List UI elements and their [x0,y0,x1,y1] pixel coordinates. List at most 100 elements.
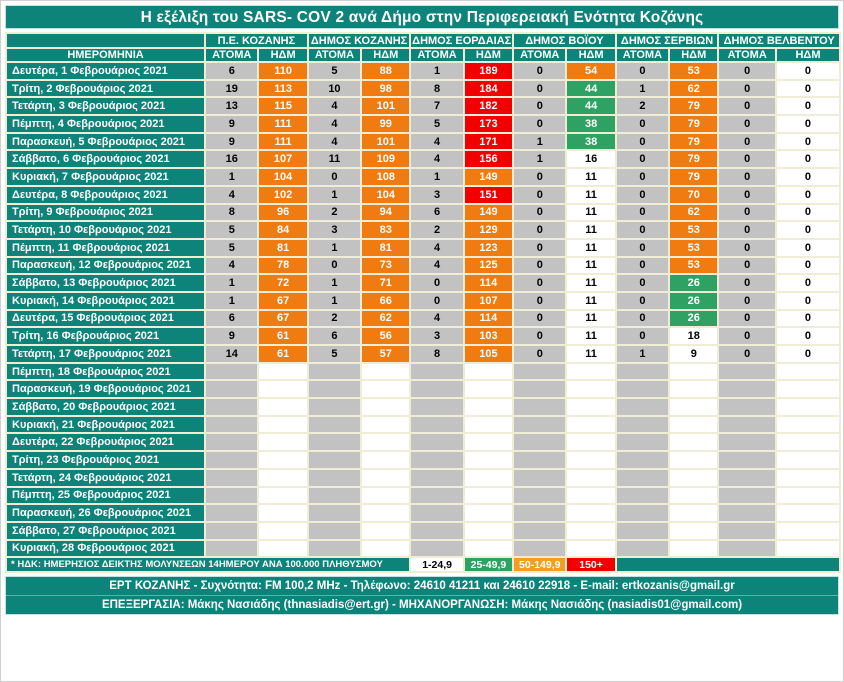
atoma-cell: 0 [512,114,568,134]
hdm-cell: 101 [360,96,412,117]
hdm-cell: 99 [360,114,412,134]
atoma-cell: 0 [717,149,777,170]
hdm-header-2: ΗΔΜ [360,47,412,63]
atoma-cell: 0 [614,202,671,223]
hdm-cell [565,520,617,541]
atoma-cell: 0 [717,273,777,293]
table-row: Τετάρτη, 10 Φεβρουάριος 2021 5 84 3 83 2 129 0 1… [4,220,842,240]
hdm-cell: 156 [462,149,515,170]
footer-credits: ΕΠΕΞΕΡΓΑΣΙΑ: Μάκης Νασιάδης (thnasiadis@… [6,595,838,614]
atoma-cell: 1 [306,290,363,311]
table-row: Τετάρτη, 24 Φεβρουάριος 2021 [4,467,842,488]
atoma-cell [614,538,671,559]
date-cell: Παρασκευή, 26 Φεβρουάριος 2021 [4,503,207,523]
hdm-cell: 73 [360,255,412,276]
atoma-cell: 0 [512,237,568,258]
hdm-cell [774,432,842,453]
hdm-cell [462,361,515,382]
atoma-cell [717,361,777,382]
atoma-header-1: ΑΤΟΜΑ [204,47,260,63]
atoma-header-6: ΑΤΟΜΑ [717,47,777,63]
hdm-cell: 0 [774,96,842,117]
atoma-cell: 6 [204,308,260,329]
atoma-cell [409,520,465,541]
hdm-cell [668,503,720,523]
hdm-cell: 57 [360,344,412,364]
hdm-cell [565,414,617,435]
atoma-cell: 1 [204,290,260,311]
table-row: Παρασκευή, 26 Φεβρουάριος 2021 [4,503,842,523]
atoma-cell: 3 [409,184,465,205]
hdm-cell [462,467,515,488]
hdm-cell: 189 [462,61,515,81]
atoma-cell: 4 [409,308,465,329]
atoma-cell: 1 [614,344,671,364]
hdm-cell [668,467,720,488]
hdm-cell: 0 [774,202,842,223]
table-row: Δευτέρα, 15 Φεβρουάριος 2021 6 67 2 62 4 114 0 1… [4,308,842,329]
atoma-cell [717,450,777,470]
hdm-cell: 103 [462,326,515,346]
atoma-cell [306,414,363,435]
atoma-cell: 9 [204,326,260,346]
hdm-cell [462,485,515,506]
legend-note: * ΗΔΚ: ΗΜΕΡΗΣΙΟΣ ΔΕΙΚΤΗΣ ΜΟΛΥΝΣΕΩΝ 14ΗΜΕ… [4,556,412,574]
hdm-cell: 81 [257,237,309,258]
hdm-cell: 114 [462,308,515,329]
atoma-cell [717,520,777,541]
hdm-cell: 9 [668,344,720,364]
atoma-cell: 1 [306,184,363,205]
hdm-cell: 104 [257,167,309,187]
atoma-cell [204,467,260,488]
hdm-cell [360,397,412,417]
atoma-cell: 0 [512,220,568,240]
atoma-cell: 0 [512,202,568,223]
date-cell: Σάββατο, 13 Φεβρουάριος 2021 [4,273,207,293]
hdm-cell [360,467,412,488]
atoma-cell: 4 [409,255,465,276]
hdm-cell: 66 [360,290,412,311]
atoma-cell [306,432,363,453]
hdm-cell [565,397,617,417]
date-cell: Πέμπτη, 25 Φεβρουάριος 2021 [4,485,207,506]
hdm-cell [462,414,515,435]
hdm-cell [257,450,309,470]
atoma-cell: 1 [409,167,465,187]
date-cell: Κυριακή, 14 Φεβρουάριος 2021 [4,290,207,311]
atoma-cell [614,485,671,506]
date-cell: Πέμπτη, 11 Φεβρουάριος 2021 [4,237,207,258]
atoma-cell: 2 [614,96,671,117]
hdm-cell: 11 [565,255,617,276]
atoma-cell [306,361,363,382]
atoma-cell [306,467,363,488]
date-cell: Κυριακή, 28 Φεβρουάριος 2021 [4,538,207,559]
atoma-cell: 0 [512,344,568,364]
atoma-cell: 4 [204,255,260,276]
atoma-cell [717,379,777,400]
atoma-cell [717,432,777,453]
atoma-cell: 11 [306,149,363,170]
atoma-cell: 6 [409,202,465,223]
hdm-cell: 0 [774,61,842,81]
hdm-cell: 11 [565,290,617,311]
table-header: Π.Ε. ΚΟΖΑΝΗΣ ΔΗΜΟΣ ΚΟΖΑΝΗΣ ΔΗΜΟΣ ΕΟΡΔΑΙΑΣ Δ… [4,32,842,63]
hdm-cell [774,414,842,435]
atoma-cell: 5 [306,61,363,81]
atoma-cell: 0 [614,184,671,205]
atoma-cell: 3 [306,220,363,240]
atoma-cell [204,361,260,382]
hdm-cell: 107 [462,290,515,311]
hdm-cell: 11 [565,326,617,346]
atoma-cell [614,467,671,488]
hdm-cell: 88 [360,61,412,81]
table-row: Τρίτη, 2 Φεβρουάριος 2021 19 113 10 98 8 184 0 4… [4,78,842,99]
atoma-cell: 5 [204,220,260,240]
date-cell: Τετάρτη, 17 Φεβρουάριος 2021 [4,344,207,364]
atoma-cell: 0 [717,131,777,152]
page-title: Η εξέλιξη του SARS- COV 2 ανά Δήμο στην … [5,5,839,29]
table-row: Τρίτη, 23 Φεβρουάριος 2021 [4,450,842,470]
atoma-cell [409,467,465,488]
atoma-cell: 0 [614,61,671,81]
hdm-cell: 11 [565,237,617,258]
atoma-cell [512,397,568,417]
